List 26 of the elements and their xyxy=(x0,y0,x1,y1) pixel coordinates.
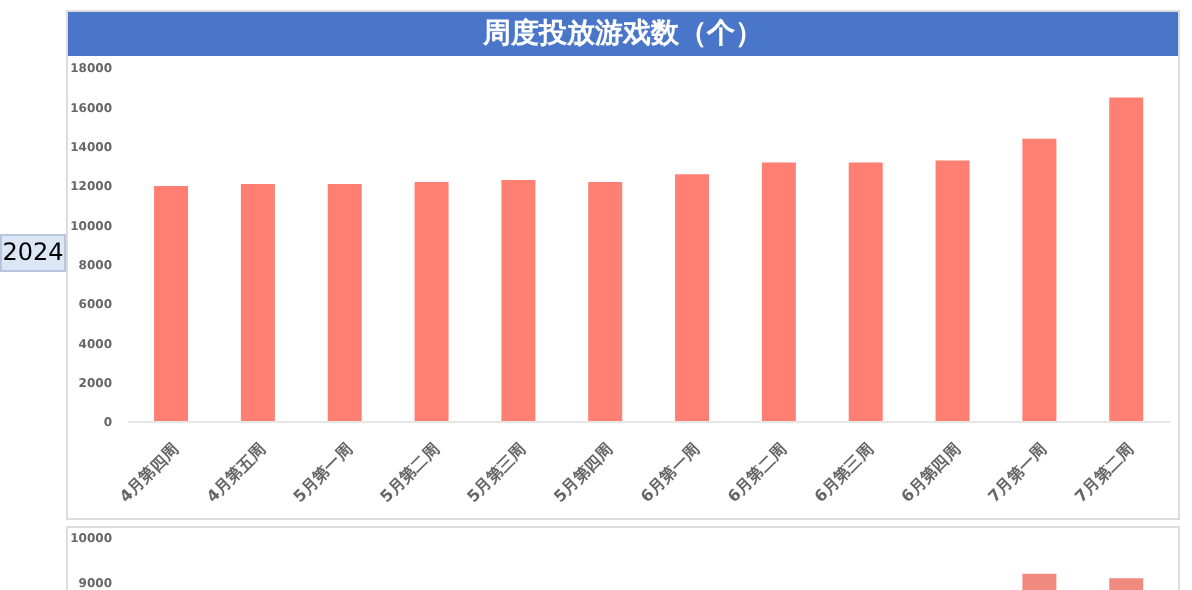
bar xyxy=(935,160,970,422)
bar xyxy=(588,182,623,422)
bar xyxy=(1022,138,1057,422)
x-tick-label: 6月第三周 xyxy=(811,440,877,506)
x-tick-label: 6月第四周 xyxy=(897,440,964,506)
bar xyxy=(154,186,189,422)
chart-title: 周度投放游戏数（个） xyxy=(68,12,1178,56)
x-tick-label: 4月第五周 xyxy=(203,440,270,506)
text: 2024 xyxy=(0,234,66,272)
x-tick-label: 7月第一周 xyxy=(984,440,1051,506)
bar xyxy=(501,180,536,422)
x-tick-label: 5月第四周 xyxy=(550,440,617,506)
bar xyxy=(675,174,710,422)
bar xyxy=(1109,97,1144,422)
x-tick-label: 6月第一周 xyxy=(637,440,704,506)
x-tick-label: 4月第四周 xyxy=(116,440,183,506)
x-tick-label: 7月第二周 xyxy=(1071,440,1138,506)
bar xyxy=(414,182,449,422)
bar xyxy=(240,184,275,422)
x-tick-label: 5月第二周 xyxy=(376,440,443,506)
x-tick-label: 6月第二周 xyxy=(724,440,791,506)
bar xyxy=(848,162,883,422)
x-tick-label: 5月第三周 xyxy=(463,440,530,506)
bar xyxy=(761,162,796,422)
bar xyxy=(327,184,362,422)
x-tick-label: 5月第一周 xyxy=(290,440,356,506)
